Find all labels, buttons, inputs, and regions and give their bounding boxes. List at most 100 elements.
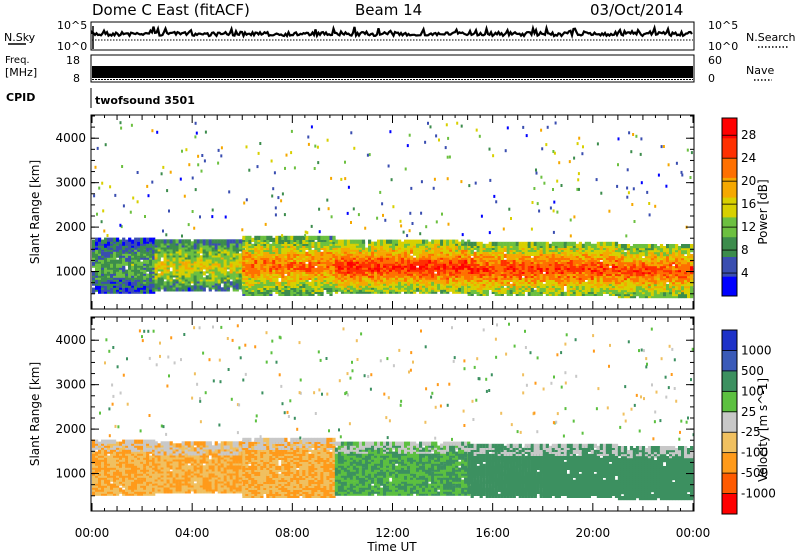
power-scatter-cell [626, 168, 629, 172]
power-scatter-cell [203, 159, 206, 163]
power-cell [238, 253, 242, 258]
power-cell [377, 239, 381, 244]
power-cell [455, 239, 459, 244]
power-cell [368, 251, 372, 256]
power-cell [220, 277, 224, 282]
power-scatter-cell [535, 168, 537, 172]
power-cell [281, 255, 285, 260]
power-cell [146, 237, 150, 242]
power-scatter-cell [506, 126, 509, 130]
power-cell [229, 245, 233, 250]
power-scatter-cell [632, 187, 635, 191]
power-cell [554, 287, 558, 292]
power-scatter-cell [522, 125, 525, 129]
power-cell [398, 255, 402, 260]
power-scatter-cell [488, 231, 491, 235]
power-cell [337, 287, 342, 292]
power-cell [290, 239, 294, 244]
power-cell [275, 235, 279, 240]
power-cell [137, 241, 141, 246]
power-cell [113, 237, 117, 242]
power-cell [675, 252, 679, 257]
power-cell [449, 251, 453, 256]
power-cell [92, 287, 96, 292]
power-cell [416, 251, 420, 256]
power-cell [467, 277, 471, 282]
power-cell [479, 247, 483, 252]
power-cell [434, 287, 438, 292]
power-cell [190, 285, 194, 290]
power-cell [149, 243, 153, 248]
power-cell [98, 255, 102, 260]
power-scatter-cell [96, 146, 99, 150]
power-cell [431, 281, 435, 286]
power-cell [214, 257, 218, 262]
power-scatter-cell [318, 230, 321, 234]
power-cell [395, 253, 399, 258]
power-cell [305, 283, 309, 288]
power-cell [584, 241, 588, 246]
power-scatter-cell [660, 145, 663, 149]
power-cell [323, 251, 327, 256]
power-cell [530, 269, 534, 274]
power-cell [590, 253, 594, 258]
power-cell [647, 292, 652, 297]
power-scatter-cell [474, 181, 477, 185]
power-cell [254, 263, 258, 268]
power-scatter-cell [578, 187, 580, 191]
power-scatter-cell [640, 137, 643, 141]
power-cell [332, 235, 336, 240]
power-cell [620, 276, 625, 281]
power-cell [684, 244, 688, 249]
power-cell [184, 239, 188, 244]
power-cell [656, 294, 661, 299]
power-cell [545, 241, 549, 246]
power-scatter-cell [578, 136, 581, 140]
power-cell [281, 273, 285, 278]
power-cell [178, 239, 182, 244]
power-scatter-cell [419, 232, 422, 236]
power-cell [260, 275, 264, 280]
power-cell [260, 287, 264, 292]
power-cell [113, 251, 117, 256]
power-cell [632, 254, 637, 259]
power-cell [452, 277, 456, 282]
power-cell [281, 235, 285, 240]
power-cell [434, 239, 438, 244]
power-scatter-cell [211, 215, 214, 219]
power-cell [542, 283, 546, 288]
power-cell [407, 263, 411, 268]
power-scatter-cell [540, 175, 543, 179]
power-scatter-cell [543, 181, 546, 185]
power-scatter-cell [366, 153, 369, 157]
freq-label: Freq. [5, 55, 30, 66]
power-cell [154, 279, 158, 284]
power-cell [681, 272, 685, 277]
power-cell [515, 253, 519, 258]
power-scatter-cell [681, 173, 684, 177]
power-cell [275, 285, 279, 290]
power-cell [578, 285, 582, 290]
power-cell [644, 250, 649, 255]
power-cell [374, 281, 378, 286]
power-cell [542, 241, 546, 246]
power-cell [119, 259, 123, 264]
power-scatter-cell [392, 205, 395, 209]
power-cell [361, 239, 366, 244]
power-cell [343, 271, 348, 276]
power-scatter-cell [596, 142, 599, 146]
power-scatter-cell [409, 211, 412, 215]
power-cell [611, 241, 616, 246]
power-cell [629, 262, 634, 267]
power-cell [220, 267, 224, 272]
power-scatter-cell [390, 178, 393, 182]
power-cell [527, 267, 531, 272]
power-scatter-cell [410, 186, 413, 190]
power-scatter-cell [114, 193, 117, 197]
power-scatter-cell [446, 155, 449, 159]
power-cell [146, 281, 150, 286]
power-scatter-cell [616, 184, 619, 188]
power-cell [407, 245, 411, 250]
power-cell [260, 265, 264, 270]
